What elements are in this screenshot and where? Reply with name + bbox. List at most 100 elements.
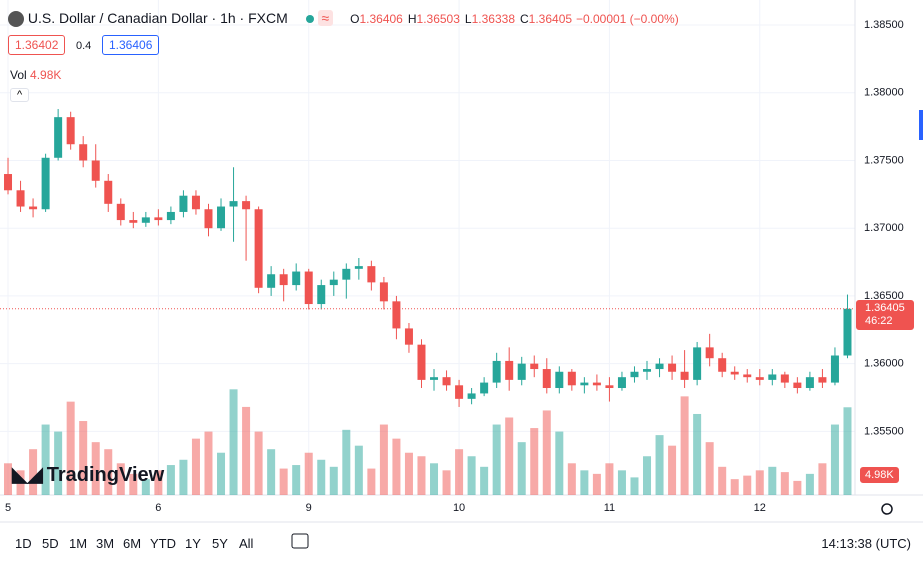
ohlc-label: C — [520, 12, 529, 26]
candle-body — [492, 360, 501, 383]
candle-body — [655, 363, 664, 370]
volume-legend: Vol 4.98K — [10, 68, 61, 82]
candle-body — [329, 279, 338, 286]
volume-bar — [217, 452, 226, 495]
candle-body — [229, 201, 238, 207]
volume-bar — [267, 449, 276, 495]
x-tick-label: 11 — [604, 502, 615, 514]
ohlc-value: 1.36503 — [416, 12, 460, 26]
status-dot — [305, 15, 314, 23]
last-price: 1.36405 — [865, 302, 905, 314]
volume-bar — [179, 459, 188, 495]
scroll-indicator — [919, 110, 923, 140]
range-button[interactable]: 1Y — [185, 536, 201, 551]
volume-bar — [154, 470, 163, 495]
volume-bar — [116, 463, 125, 495]
candle-body — [680, 371, 689, 380]
candle-body — [166, 211, 175, 221]
range-button[interactable]: 5D — [42, 536, 59, 551]
candle-body — [555, 371, 564, 389]
y-tick-label: 1.38500 — [864, 19, 904, 31]
x-tick-label: 12 — [754, 502, 766, 514]
candle-body — [4, 174, 13, 191]
volume-bar — [492, 424, 501, 495]
volume-bar — [304, 452, 313, 495]
volume-bar — [404, 452, 413, 495]
candle-body — [41, 157, 50, 210]
volume-bar — [818, 463, 827, 495]
candle-body — [793, 382, 802, 389]
candle-body — [430, 377, 439, 380]
candle-body — [743, 374, 752, 378]
volume-bar — [367, 468, 376, 495]
candle-body — [304, 271, 313, 305]
candle-body — [29, 206, 38, 210]
badge: ≈ — [317, 10, 334, 26]
bid[interactable]: 1.36402 — [8, 35, 66, 55]
candle-body — [693, 347, 702, 380]
ohlc-label: L — [464, 12, 472, 26]
range-button[interactable]: 3M — [96, 536, 115, 551]
candle-body — [517, 363, 526, 380]
candle-body — [104, 180, 113, 204]
y-tick-label: 1.37000 — [864, 222, 904, 234]
candle-body — [417, 344, 426, 380]
ohlc-value: 1.36405 — [528, 12, 573, 26]
range-button[interactable]: 6M — [123, 536, 142, 551]
ask[interactable]: 1.36406 — [102, 35, 160, 55]
candle-body — [592, 382, 601, 386]
ohlc-value: 1.36338 — [471, 12, 515, 26]
volume-bar — [718, 466, 727, 495]
header: U.S. Dollar / Canadian Dollar · 1h · FXC… — [8, 10, 679, 28]
volume-bar — [517, 442, 526, 495]
candle-body — [843, 308, 852, 356]
candle-body — [392, 301, 401, 329]
volume-bar — [542, 410, 551, 495]
range-button[interactable]: 1D — [15, 536, 32, 551]
range-button[interactable]: YTD — [150, 536, 176, 551]
volume-bar — [417, 456, 426, 495]
volume-bar — [442, 470, 451, 495]
candle-body — [292, 271, 301, 286]
volume-bar — [617, 470, 626, 495]
settings-icon[interactable] — [881, 503, 893, 515]
candles — [0, 109, 855, 495]
range-button[interactable]: 5Y — [212, 536, 228, 551]
volume-bar — [567, 463, 576, 495]
candle-body — [404, 328, 413, 345]
volume-bar — [730, 479, 739, 495]
candle-body — [805, 377, 814, 389]
candle-body — [267, 274, 276, 288]
y-tick-label: 1.38000 — [864, 87, 904, 99]
volume-bar — [104, 449, 113, 495]
candle-body — [154, 217, 163, 221]
candle-body — [830, 355, 839, 383]
volume-bar — [592, 473, 601, 495]
candle-body — [116, 203, 125, 221]
candle-body — [467, 393, 476, 399]
volume-bar — [342, 429, 351, 495]
y-tick-label: 1.36500 — [864, 290, 904, 302]
volume-bar — [805, 473, 814, 495]
volume-bar — [755, 470, 764, 495]
range-button[interactable]: 1M — [69, 536, 88, 551]
candle-body — [755, 377, 764, 380]
date-range-icon[interactable] — [291, 533, 309, 549]
volume-bar — [793, 480, 802, 495]
volume-bar — [580, 470, 589, 495]
ohlc-value: 1.36406 — [359, 12, 403, 26]
volume-bar — [455, 449, 464, 495]
collapse-button[interactable]: ^ — [10, 88, 30, 102]
candle-body — [317, 285, 326, 305]
volume-bar — [780, 472, 789, 495]
logo-icon: ◣◢ — [12, 464, 43, 486]
volume-bar — [166, 465, 175, 495]
range-button[interactable]: All — [239, 536, 254, 551]
y-tick-label: 1.36000 — [864, 358, 904, 370]
candle-body — [254, 209, 263, 288]
candle-body — [66, 117, 75, 145]
volume-bar — [54, 431, 63, 495]
candle-body — [217, 206, 226, 229]
volume-bar — [4, 463, 13, 495]
